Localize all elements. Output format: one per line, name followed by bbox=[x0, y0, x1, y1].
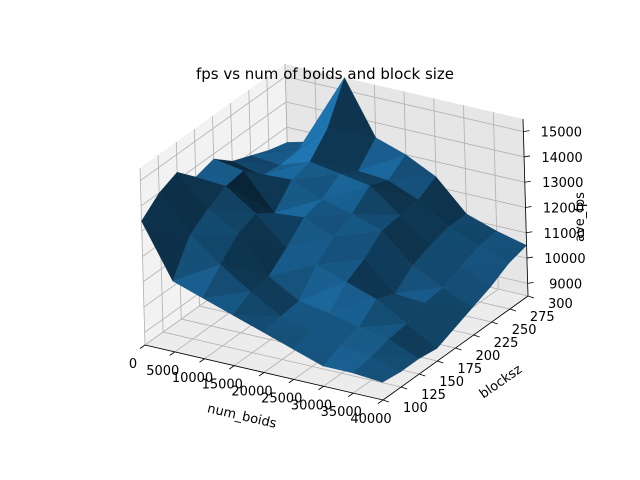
y-tick-label: 225 bbox=[494, 336, 519, 351]
x-tick-label: 40000 bbox=[350, 412, 391, 427]
y-tick-mark bbox=[437, 360, 444, 364]
z-tick-mark bbox=[523, 130, 530, 133]
x-tick-label: 20000 bbox=[231, 385, 272, 400]
z-tick-label: 12000 bbox=[543, 202, 584, 217]
y-tick-mark bbox=[419, 373, 426, 377]
z-tick-label: 11000 bbox=[544, 227, 585, 242]
z-tick-label: 10000 bbox=[544, 252, 585, 267]
y-tick-label: 125 bbox=[421, 388, 446, 403]
x-tick-mark bbox=[139, 344, 146, 349]
y-tick-mark bbox=[382, 399, 390, 403]
y-tick-mark bbox=[400, 386, 408, 390]
x-tick-label: 15000 bbox=[202, 378, 243, 393]
y-tick-mark bbox=[455, 347, 462, 351]
y-axis-label: blocksz bbox=[477, 362, 525, 402]
x-tick-mark bbox=[258, 372, 265, 377]
chart-title: fps vs num of boids and block size bbox=[196, 65, 454, 83]
y-tick-label: 200 bbox=[476, 349, 501, 364]
grid-line-z bbox=[140, 76, 524, 181]
y-tick-mark bbox=[491, 321, 498, 325]
y-tick-label: 100 bbox=[403, 401, 428, 416]
z-tick-label: 14000 bbox=[541, 151, 582, 166]
surface-facet bbox=[352, 371, 401, 383]
axis-lines bbox=[139, 118, 535, 404]
y-tick-label: 300 bbox=[548, 297, 573, 312]
x-tick-mark bbox=[377, 399, 384, 404]
x-tick-label: 0 bbox=[129, 357, 137, 372]
axis-labels-group: 0 500010000150002000025000300003500040000… bbox=[129, 126, 588, 432]
z-tick-mark bbox=[525, 206, 532, 208]
z-tick-label: 15000 bbox=[541, 126, 582, 141]
x-tick-mark bbox=[169, 351, 175, 356]
surface-plot bbox=[141, 77, 527, 383]
x-tick-label: 5000 bbox=[146, 364, 179, 379]
y-tick-mark bbox=[509, 308, 517, 312]
x-tick-mark bbox=[288, 379, 294, 384]
x-tick-mark bbox=[348, 392, 354, 397]
z-tick-mark bbox=[524, 155, 531, 158]
z-tick-mark bbox=[524, 180, 531, 183]
x-tick-label: 10000 bbox=[172, 371, 213, 386]
z-axis-label: ave_fps bbox=[573, 192, 588, 242]
y-tick-mark bbox=[527, 295, 535, 299]
z-tick-mark bbox=[526, 231, 533, 234]
grid-line-z bbox=[140, 101, 525, 207]
y-tick-label: 175 bbox=[457, 362, 482, 377]
z-tick-mark bbox=[526, 256, 533, 259]
x-tick-mark bbox=[318, 385, 324, 391]
x-tick-label: 35000 bbox=[321, 405, 362, 420]
y-tick-label: 275 bbox=[530, 310, 555, 325]
x-tick-mark bbox=[229, 365, 235, 370]
y-tick-label: 150 bbox=[439, 375, 464, 390]
z-tick-label: 13000 bbox=[542, 176, 583, 191]
y-tick-label: 250 bbox=[512, 323, 537, 338]
x-tick-label: 30000 bbox=[291, 398, 332, 413]
x-tick-label: 25000 bbox=[261, 391, 302, 406]
x-tick-mark bbox=[199, 358, 205, 363]
z-tick-label: 9000 bbox=[549, 277, 582, 292]
z-tick-mark bbox=[527, 281, 534, 284]
y-tick-mark bbox=[473, 334, 480, 338]
